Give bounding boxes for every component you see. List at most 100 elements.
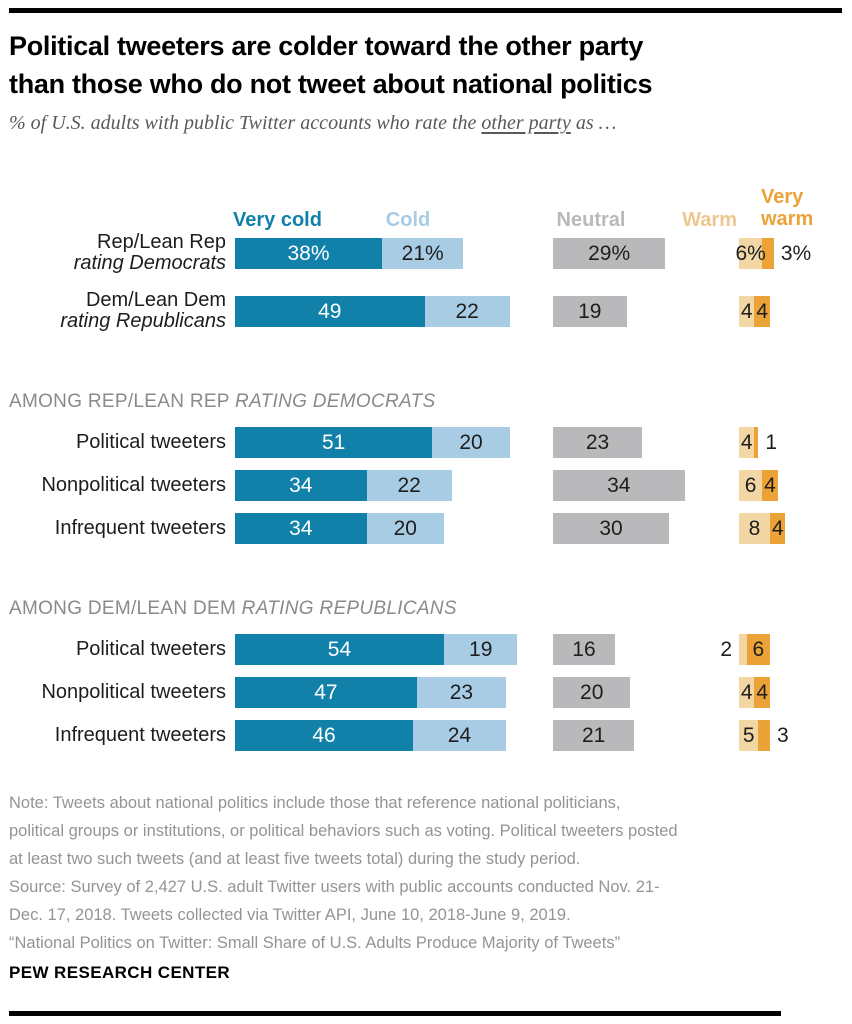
bar-very-warm [746, 634, 770, 665]
value-very-warm: 3 [776, 723, 789, 747]
value-neutral: 20 [580, 680, 604, 704]
row-label: Nonpolitical tweeters [41, 681, 226, 703]
bar-very-warm [754, 427, 759, 458]
bar-neutral [553, 513, 670, 544]
value-warm: 4 [740, 680, 753, 704]
bar-very-cold [235, 634, 444, 665]
top-rule [9, 8, 842, 13]
row-label: Rep/Lean Rep rating Democrats [4, 232, 226, 274]
bar-warm [739, 296, 755, 327]
bar-cold [432, 427, 510, 458]
value-cold: 24 [447, 723, 472, 747]
bar-very-warm [762, 470, 778, 501]
value-cold: 19 [469, 637, 493, 661]
value-very-cold: 54 [327, 637, 352, 661]
bar-warm [739, 634, 747, 665]
bar-neutral [553, 238, 666, 269]
bar-very-warm [769, 513, 786, 544]
value-very-warm: 3% [780, 241, 812, 265]
subtitle-prefix: % of U.S. adults with public Twitter acc… [9, 112, 482, 134]
value-very-cold: 34 [289, 516, 313, 540]
section-header-italic-text: RATING REPUBLICANS [241, 598, 457, 619]
bar-warm [739, 238, 763, 269]
bar-neutral [553, 720, 635, 751]
value-cold: 22 [397, 473, 421, 497]
bar-cold [382, 238, 464, 269]
value-cold: 20 [459, 430, 483, 454]
bar-warm [739, 427, 755, 458]
bar-cold [424, 296, 510, 327]
bar-very-warm [754, 296, 770, 327]
value-very-warm: 4 [756, 299, 769, 323]
value-warm: 6% [735, 241, 766, 265]
bar-cold [366, 470, 452, 501]
bar-neutral [553, 470, 685, 501]
row-label-line1: Dem/Lean Dem [85, 289, 226, 311]
bar-very-cold [235, 296, 425, 327]
value-warm: 5 [742, 723, 755, 747]
bar-warm [739, 720, 759, 751]
bar-neutral [553, 677, 631, 708]
value-neutral: 29% [588, 241, 631, 265]
value-very-warm: 1 [765, 430, 778, 454]
row-label-line1: Rep/Lean Rep [97, 231, 226, 253]
row-label: Political tweeters [75, 431, 226, 453]
value-very-warm: 4 [771, 516, 784, 540]
value-neutral: 30 [599, 516, 623, 540]
legend-very-warm: Very warm [761, 186, 813, 230]
value-neutral: 23 [585, 430, 610, 454]
value-very-cold: 38% [287, 241, 330, 265]
note-text: Note: Tweets about national politics inc… [9, 794, 678, 952]
bar-very-cold [235, 238, 383, 269]
value-very-warm: 6 [752, 637, 765, 661]
section-header-text: AMONG DEM/LEAN DEM [9, 598, 242, 619]
value-very-cold: 34 [289, 473, 313, 497]
bar-neutral [553, 634, 615, 665]
value-very-cold: 46 [312, 723, 336, 747]
value-cold: 20 [393, 516, 417, 540]
subtitle-underlined-phrase: other party [481, 112, 571, 134]
bar-very-cold [235, 513, 367, 544]
bar-very-cold [235, 470, 367, 501]
bar-very-warm [754, 677, 770, 708]
legend-warm: Warm [682, 209, 737, 231]
section-header-italic-text: RATING DEMOCRATS [235, 391, 436, 412]
value-warm: 6 [744, 473, 757, 497]
value-very-cold: 49 [318, 299, 342, 323]
bar-cold [366, 513, 444, 544]
value-very-warm: 4 [764, 473, 776, 497]
bar-very-cold [235, 677, 417, 708]
bar-cold [443, 634, 518, 665]
row-label-line2: rating Republicans [60, 310, 226, 332]
bar-neutral [553, 296, 627, 327]
value-neutral: 16 [572, 637, 596, 661]
bar-warm [739, 470, 763, 501]
bottom-rule [9, 1011, 781, 1016]
row-label-line2: rating Democrats [73, 252, 226, 274]
value-neutral: 19 [578, 299, 602, 323]
chart-subtitle: % of U.S. adults with public Twitter acc… [9, 112, 845, 135]
value-cold: 21% [401, 241, 444, 265]
value-very-warm: 4 [756, 680, 769, 704]
legend-very-cold: Very cold [233, 209, 322, 231]
section-header: AMONG DEM/LEAN DEM RATING REPUBLICANS [9, 598, 457, 620]
chart-title: Political tweeters are colder toward the… [9, 31, 653, 99]
bar-cold [413, 720, 506, 751]
row-label: Political tweeters [75, 638, 226, 660]
section-header: AMONG REP/LEAN REP RATING DEMOCRATS [9, 391, 435, 413]
bar-very-warm [762, 238, 774, 269]
row-label: Infrequent tweeters [54, 517, 226, 539]
value-neutral: 21 [581, 723, 606, 747]
row-label: Infrequent tweeters [54, 724, 226, 746]
value-very-cold: 47 [314, 680, 338, 704]
legend-cold: Cold [385, 209, 431, 231]
subtitle-suffix: as … [570, 112, 617, 134]
row-label: Dem/Lean Dem rating Republicans [4, 290, 226, 332]
value-warm: 8 [748, 516, 761, 540]
bar-neutral [553, 427, 642, 458]
bar-very-cold [235, 427, 433, 458]
value-warm: 4 [740, 299, 753, 323]
bar-warm [739, 513, 770, 544]
legend-neutral: Neutral [556, 209, 626, 231]
legend-very-warm-line2: warm [761, 208, 814, 230]
